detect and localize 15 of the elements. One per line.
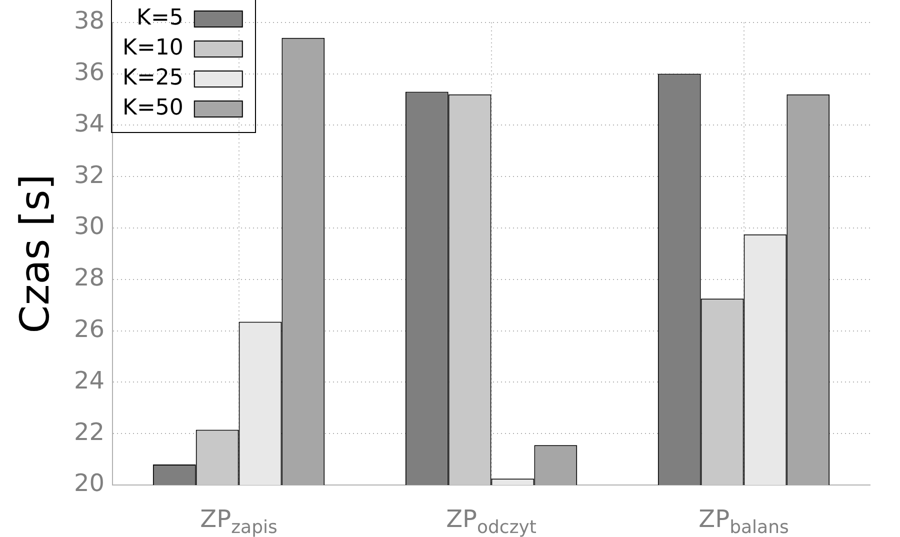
y-tick-label: 20	[74, 469, 105, 498]
y-tick-label: 28	[74, 264, 105, 292]
legend-label: K=25	[122, 66, 184, 91]
y-tick-label: 34	[74, 109, 105, 138]
y-tick-label: 38	[74, 6, 105, 35]
legend-label: K=10	[122, 36, 184, 61]
y-tick-label: 24	[74, 366, 105, 394]
legend-label: K=5	[136, 6, 184, 31]
y-axis-title: Czas [s]	[12, 174, 58, 334]
y-tick-label: 32	[74, 160, 105, 189]
y-tick-label: 26	[74, 315, 105, 344]
legend-label: K=50	[122, 96, 184, 121]
y-tick-label: 30	[74, 212, 105, 240]
y-tick-label: 22	[74, 418, 105, 446]
y-tick-label: 36	[74, 58, 105, 86]
